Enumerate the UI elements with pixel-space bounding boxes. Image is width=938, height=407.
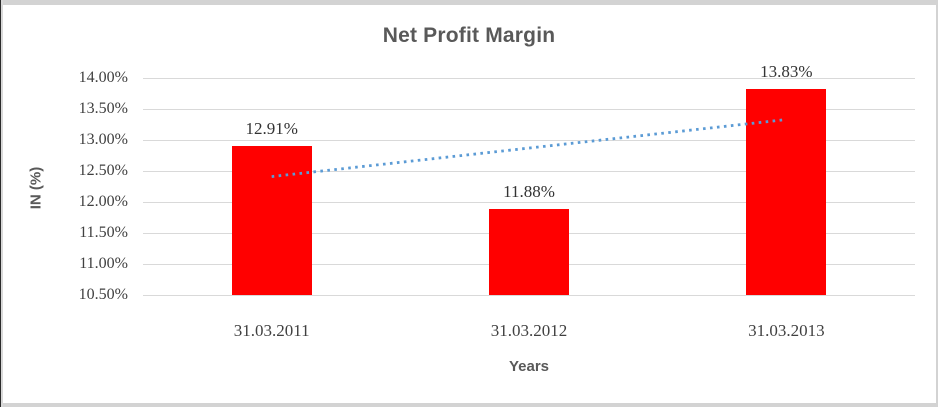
frame-left-edge	[0, 0, 1, 407]
frame-bottom-border	[0, 403, 938, 407]
gridline	[143, 295, 915, 296]
bar-31.03.2013	[746, 88, 827, 295]
y-tick-label: 12.50%	[78, 162, 128, 179]
x-tick-label: 31.03.2011	[233, 321, 310, 340]
x-tick-label: 31.03.2012	[490, 321, 568, 340]
y-tick-label: 10.50%	[78, 286, 128, 303]
bar-31.03.2012	[489, 209, 569, 295]
chart-title: Net Profit Margin	[382, 24, 556, 47]
frame-right-border	[936, 0, 938, 407]
gridline	[143, 202, 915, 203]
x-tick-label: 31.03.2013	[748, 321, 825, 340]
frame-top-border	[0, 0, 938, 5]
y-tick-label: 14.00%	[78, 69, 128, 86]
x-axis-title: Years	[508, 358, 550, 375]
y-tick-label: 12.00%	[78, 193, 128, 210]
y-tick-label: 11.00%	[79, 255, 128, 272]
data-label: 12.91%	[245, 118, 298, 138]
bar-31.03.2011	[231, 145, 312, 295]
y-tick-label: 11.50%	[79, 224, 128, 241]
data-label: 13.83%	[760, 61, 813, 81]
data-label: 11.88%	[503, 182, 555, 202]
gridline	[143, 109, 915, 110]
gridline	[143, 78, 915, 79]
frame-left-border	[1, 0, 3, 407]
y-tick-label: 13.00%	[78, 131, 128, 148]
y-tick-label: 13.50%	[78, 100, 128, 117]
